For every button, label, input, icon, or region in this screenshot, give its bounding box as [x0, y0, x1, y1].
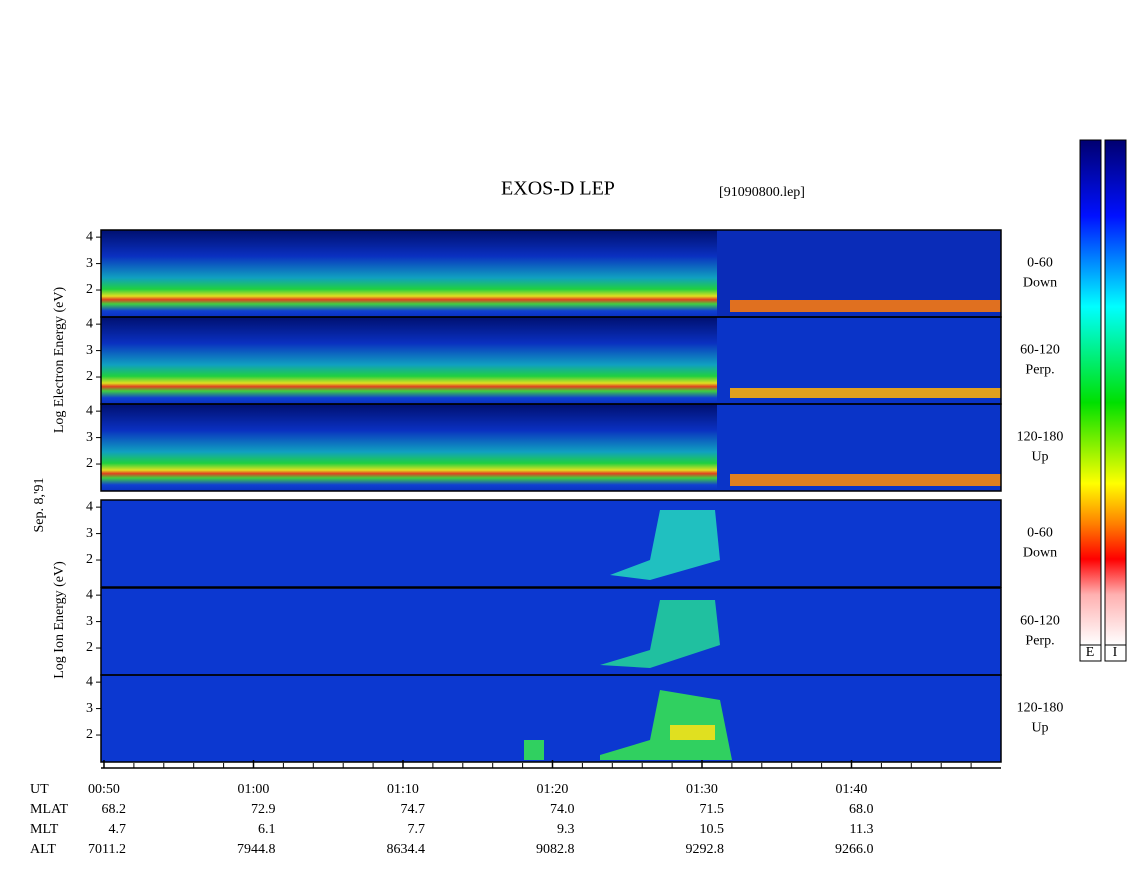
- file-name: [91090800.lep]: [719, 185, 805, 200]
- electron-spectrum: [730, 300, 1001, 312]
- panel-label: Down: [1023, 276, 1057, 291]
- y-tick-label: 2: [86, 727, 93, 742]
- ion-spectrum: [600, 690, 732, 760]
- x-tick-label: 01:00: [238, 782, 270, 797]
- ion-spectrum: [670, 725, 715, 740]
- y-tick-label: 3: [86, 701, 93, 716]
- colorbar: [1104, 139, 1127, 646]
- panel-label: 120-180: [1017, 430, 1064, 445]
- y-tick-label: 3: [86, 430, 93, 445]
- panel-label: 60-120: [1020, 343, 1060, 358]
- x-tick-label: 01:30: [686, 782, 718, 797]
- y-tick-label: 2: [86, 552, 93, 567]
- y-tick-label: 4: [86, 499, 93, 514]
- panel-label: 0-60: [1027, 256, 1053, 271]
- electron-spectrum: [101, 230, 717, 317]
- chart-title: EXOS-D LEP: [501, 178, 615, 200]
- panel-label: Perp.: [1025, 634, 1054, 649]
- panel-label: 0-60: [1027, 526, 1053, 541]
- spectrogram-image: [101, 230, 1001, 762]
- electron-spectrum: [101, 404, 717, 491]
- y-tick-label: 4: [86, 316, 93, 331]
- panel-label: 60-120: [1020, 614, 1060, 629]
- ephemeris-value: 68.2: [101, 802, 126, 817]
- y-tick-label: 4: [86, 587, 93, 602]
- y-tick-label: 2: [86, 640, 93, 655]
- colorbar: [1079, 139, 1102, 646]
- ion-spectrum: [610, 510, 720, 580]
- x-tick-label: 01:40: [836, 782, 868, 797]
- panel-frame: [100, 674, 1002, 763]
- colorbar-label-box: [1079, 644, 1102, 662]
- ephemeris-value: 74.0: [550, 802, 575, 817]
- y-axis-label: Log Ion Energy (eV): [52, 561, 67, 679]
- ephemeris-value: 9292.8: [685, 842, 724, 857]
- y-tick-label: 3: [86, 526, 93, 541]
- ephemeris-value: 7011.2: [88, 842, 126, 857]
- panel-frame: [100, 403, 1002, 492]
- panel-label: 120-180: [1017, 701, 1064, 716]
- colorbar-label-box: [1104, 644, 1127, 662]
- y-tick-label: 4: [86, 674, 93, 689]
- electron-spectrum: [730, 388, 1001, 398]
- ephemeris-value: 7944.8: [237, 842, 276, 857]
- ephemeris-value: 71.5: [699, 802, 724, 817]
- ephemeris-value: 8634.4: [386, 842, 425, 857]
- ephemeris-value: 9.3: [557, 822, 575, 837]
- ephemeris-value: 11.3: [850, 822, 874, 837]
- ephemeris-label: UT: [30, 782, 49, 797]
- panel-label: Perp.: [1025, 363, 1054, 378]
- electron-spectrum: [730, 474, 1001, 486]
- y-tick-label: 2: [86, 369, 93, 384]
- panel-frame: [100, 499, 1002, 588]
- date-label: Sep. 8,'91: [32, 477, 47, 532]
- panel-label: Up: [1031, 450, 1048, 465]
- y-tick-label: 4: [86, 229, 93, 244]
- ephemeris-label: MLAT: [30, 802, 69, 817]
- ephemeris-value: 9266.0: [835, 842, 874, 857]
- ion-spectrum: [524, 740, 544, 760]
- y-tick-label: 3: [86, 343, 93, 358]
- ephemeris-value: 68.0: [849, 802, 874, 817]
- x-tick-label: 00:50: [88, 782, 120, 797]
- y-tick-label: 3: [86, 614, 93, 629]
- ephemeris-value: 10.5: [699, 822, 724, 837]
- ion-spectrum: [600, 600, 720, 668]
- y-axis-label: Log Electron Energy (eV): [52, 287, 67, 434]
- ephemeris-value: 74.7: [400, 802, 425, 817]
- y-tick-label: 4: [86, 403, 93, 418]
- x-tick-label: 01:20: [537, 782, 569, 797]
- y-tick-label: 2: [86, 456, 93, 471]
- ephemeris-value: 72.9: [251, 802, 276, 817]
- colorbar-label: I: [1113, 645, 1118, 660]
- ion-spectrum: [101, 500, 1001, 762]
- ephemeris-value: 9082.8: [536, 842, 575, 857]
- colorbar-label: E: [1086, 645, 1095, 660]
- panel-label: Up: [1031, 721, 1048, 736]
- ephemeris-label: MLT: [30, 822, 59, 837]
- ephemeris-label: ALT: [30, 842, 56, 857]
- y-tick-label: 2: [86, 282, 93, 297]
- ephemeris-value: 6.1: [258, 822, 276, 837]
- y-tick-label: 3: [86, 256, 93, 271]
- electron-spectrum: [101, 317, 717, 404]
- ephemeris-value: 7.7: [407, 822, 425, 837]
- panel-label: Down: [1023, 546, 1057, 561]
- x-tick-label: 01:10: [387, 782, 419, 797]
- ephemeris-value: 4.7: [108, 822, 126, 837]
